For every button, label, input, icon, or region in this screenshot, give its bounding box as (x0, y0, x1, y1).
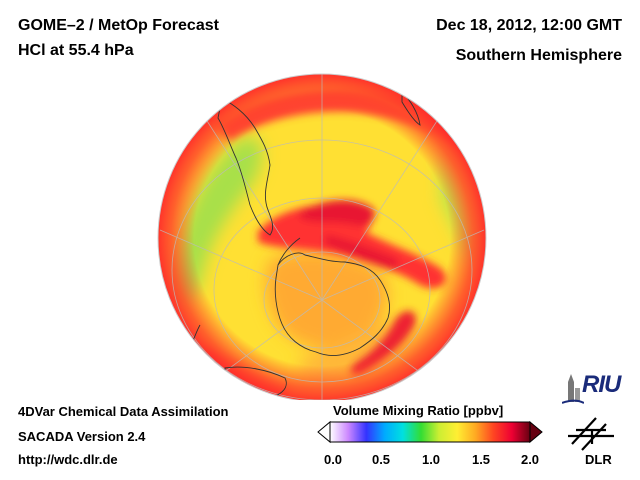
riu-logo-text: RIU (582, 371, 621, 398)
colorbar-max-arrow (529, 420, 543, 444)
colorbar-tick: 2.0 (520, 452, 540, 467)
credit-url[interactable]: http://wdc.dlr.de (18, 452, 118, 467)
riu-logo-icon (562, 374, 584, 404)
credit-version: SACADA Version 2.4 (18, 429, 146, 444)
colorbar-tick: 1.5 (471, 452, 491, 467)
dlr-logo-icon (568, 417, 614, 451)
forecast-date: Dec 18, 2012, 12:00 GMT (436, 17, 622, 34)
region-label: Southern Hemisphere (455, 47, 622, 64)
globe-map (157, 73, 487, 400)
colorbar-tick: 0.0 (323, 452, 343, 467)
colorbar-tick: 1.0 (421, 452, 441, 467)
colorbar-ramp (329, 421, 531, 443)
graticule (159, 74, 485, 400)
map-subtitle: HCl at 55.4 hPa (18, 42, 134, 59)
credit-assimilation: 4DVar Chemical Data Assimilation (18, 404, 229, 419)
colorbar-title: Volume Mixing Ratio [ppbv] (333, 403, 504, 418)
dlr-logo-text: DLR (585, 452, 612, 467)
colorbar-min-arrow (317, 420, 331, 444)
concentration-field (158, 74, 486, 400)
map-title: GOME–2 / MetOp Forecast (18, 17, 219, 34)
colorbar (317, 420, 543, 444)
colorbar-tick: 0.5 (371, 452, 391, 467)
